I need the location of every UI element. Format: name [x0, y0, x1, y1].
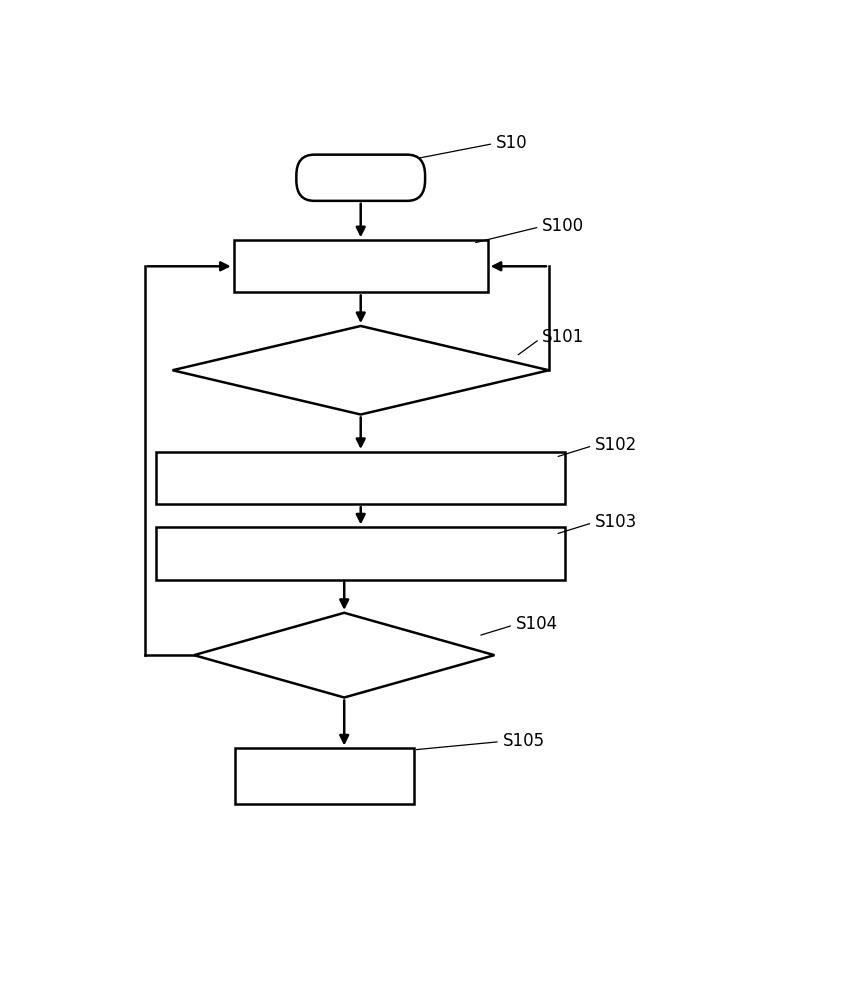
Bar — [156, 527, 566, 580]
Text: S10: S10 — [419, 134, 527, 158]
Polygon shape — [194, 613, 494, 698]
Text: S101: S101 — [518, 328, 584, 355]
Text: S103: S103 — [558, 513, 637, 533]
Text: S102: S102 — [558, 436, 637, 456]
Text: S100: S100 — [475, 217, 584, 243]
FancyBboxPatch shape — [296, 155, 425, 201]
Bar — [233, 240, 488, 292]
Text: S105: S105 — [417, 732, 544, 750]
Bar — [235, 748, 413, 804]
Text: S104: S104 — [481, 615, 558, 635]
Bar — [156, 452, 566, 504]
Polygon shape — [173, 326, 549, 415]
